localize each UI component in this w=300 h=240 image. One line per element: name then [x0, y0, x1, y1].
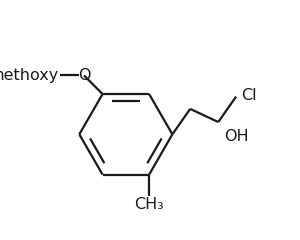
- Text: methoxy: methoxy: [0, 68, 59, 83]
- Text: CH₃: CH₃: [134, 197, 164, 212]
- Text: OH: OH: [224, 129, 249, 144]
- Text: O: O: [78, 68, 90, 83]
- Text: Cl: Cl: [241, 88, 256, 103]
